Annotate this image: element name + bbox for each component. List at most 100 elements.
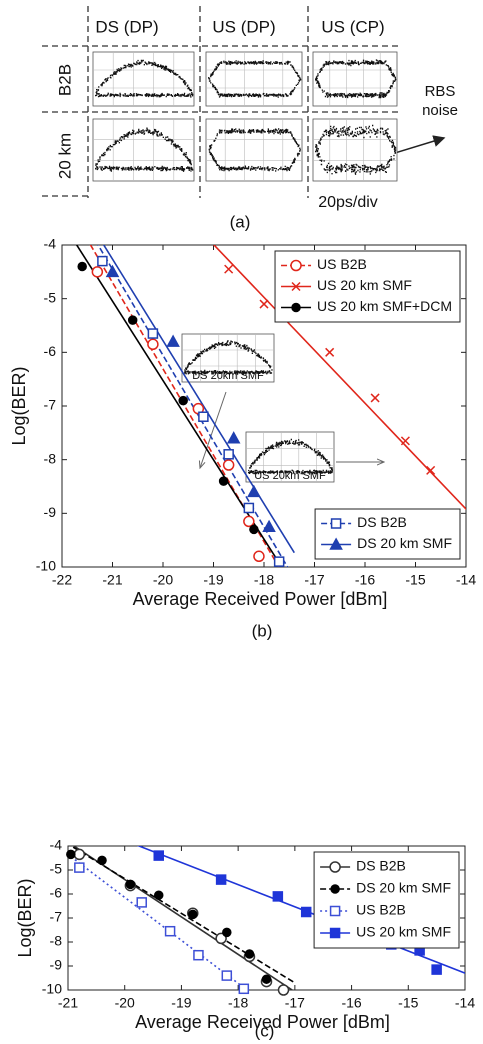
fit-line: [89, 245, 280, 567]
marker: [226, 431, 241, 444]
marker: [66, 849, 76, 860]
eye-trace: [95, 59, 194, 98]
chart: -22 -21 -20 -19 -18 -17 -16 -15 -14 -4 -5 -6 -7 -8 -9 -…: [9, 236, 477, 641]
y-tick-label: -4: [44, 236, 57, 252]
y-tick-label: -6: [50, 885, 63, 901]
marker: [77, 261, 87, 272]
eye-trace: [315, 59, 397, 99]
marker: [325, 347, 335, 357]
marker: [277, 984, 290, 996]
annotation: RBS: [425, 83, 456, 100]
marker: [273, 556, 285, 567]
marker: [97, 855, 107, 866]
marker: [329, 861, 341, 873]
legend: US B2B US 20 km SMF US 20 km SMF+DCM: [274, 250, 461, 323]
marker: [153, 890, 164, 900]
legend-label: US B2B: [356, 902, 406, 918]
caption: (c): [255, 1021, 275, 1040]
x-tick-label: -14: [456, 572, 476, 588]
y-tick-label: -9: [50, 957, 63, 973]
inset-label: DS 20km SMF: [192, 370, 264, 382]
marker: [290, 259, 302, 272]
marker: [329, 905, 341, 917]
eye-trace: [208, 60, 302, 98]
eye-trace: [208, 128, 301, 172]
column-label: US (CP): [321, 17, 384, 36]
x-tick-label: -22: [52, 572, 72, 588]
y-tick-label: -8: [50, 933, 63, 949]
marker: [291, 281, 301, 292]
marker: [222, 927, 232, 938]
x-tick-label: -18: [254, 572, 274, 588]
legend-label: US 20 km SMF+DCM: [317, 298, 452, 314]
marker: [127, 315, 138, 325]
eye-trace: [315, 124, 397, 175]
scale-label: 20ps/div: [318, 194, 378, 211]
y-tick-label: -5: [50, 861, 63, 877]
marker: [370, 393, 380, 403]
x-tick-label: -16: [341, 995, 361, 1011]
marker: [426, 465, 436, 475]
caption: (b): [252, 621, 273, 640]
annotation: noise: [422, 102, 458, 119]
x-tick-label: -18: [228, 995, 248, 1011]
x-tick-label: -20: [115, 995, 135, 1011]
x-tick-label: -15: [405, 572, 425, 588]
marker: [300, 906, 312, 918]
x-tick-label: -19: [171, 995, 191, 1011]
x-tick-label: -15: [398, 995, 418, 1011]
marker: [97, 255, 108, 267]
marker: [223, 449, 234, 460]
row-label: B2B: [55, 64, 74, 96]
eye-frame: [42, 6, 398, 198]
x-tick-label: -19: [203, 572, 223, 588]
marker: [431, 964, 442, 975]
marker: [178, 395, 188, 406]
marker: [147, 338, 159, 351]
chart: -21 -20 -19 -18 -17 -16 -15 -14 -4 -5 -6 -7 -8 -9 -10 A…: [15, 837, 476, 1041]
eye-trace: [184, 340, 273, 376]
marker: [262, 519, 276, 532]
marker: [74, 862, 85, 873]
column-label: US (DP): [212, 17, 275, 36]
marker: [164, 925, 176, 937]
legend-label: US 20 km SMF: [317, 277, 412, 293]
marker: [249, 524, 259, 535]
y-axis-title: Log(BER): [9, 366, 29, 445]
y-tick-label: -10: [36, 558, 56, 574]
legend: DS B2B DS 20 km SMF: [314, 508, 461, 560]
legend-label: DS B2B: [356, 858, 406, 874]
marker: [221, 970, 233, 981]
x-tick-label: -21: [58, 995, 78, 1011]
marker: [243, 502, 255, 514]
marker: [244, 949, 255, 959]
marker: [330, 884, 340, 894]
x-tick-label: -17: [285, 995, 305, 1011]
x-tick-label: -14: [455, 995, 475, 1011]
marker: [238, 983, 250, 995]
column-label: DS (DP): [95, 17, 158, 36]
marker: [247, 484, 261, 498]
x-axis-title: Average Received Power [dBm]: [135, 1012, 390, 1032]
x-tick-label: -16: [355, 572, 375, 588]
legend-label: DS 20 km SMF: [356, 880, 451, 896]
x-axis-title: Average Received Power [dBm]: [133, 589, 388, 609]
caption: (a): [230, 212, 251, 231]
fit-line: [102, 245, 295, 554]
marker: [329, 927, 341, 939]
marker: [215, 874, 227, 885]
marker: [198, 411, 209, 422]
marker: [166, 334, 180, 347]
marker: [136, 897, 147, 908]
marker: [222, 459, 235, 471]
legend: DS B2B DS 20 km SMF US B2B US 20 km SMF: [313, 851, 460, 949]
y-tick-label: -4: [50, 837, 63, 853]
marker: [330, 518, 342, 529]
inset-label: US 20km SMF: [254, 470, 326, 482]
marker: [272, 891, 284, 902]
legend-label: DS 20 km SMF: [357, 535, 452, 551]
marker: [400, 436, 410, 446]
eye-box: [205, 51, 303, 107]
eye-diagrams: [92, 51, 398, 182]
